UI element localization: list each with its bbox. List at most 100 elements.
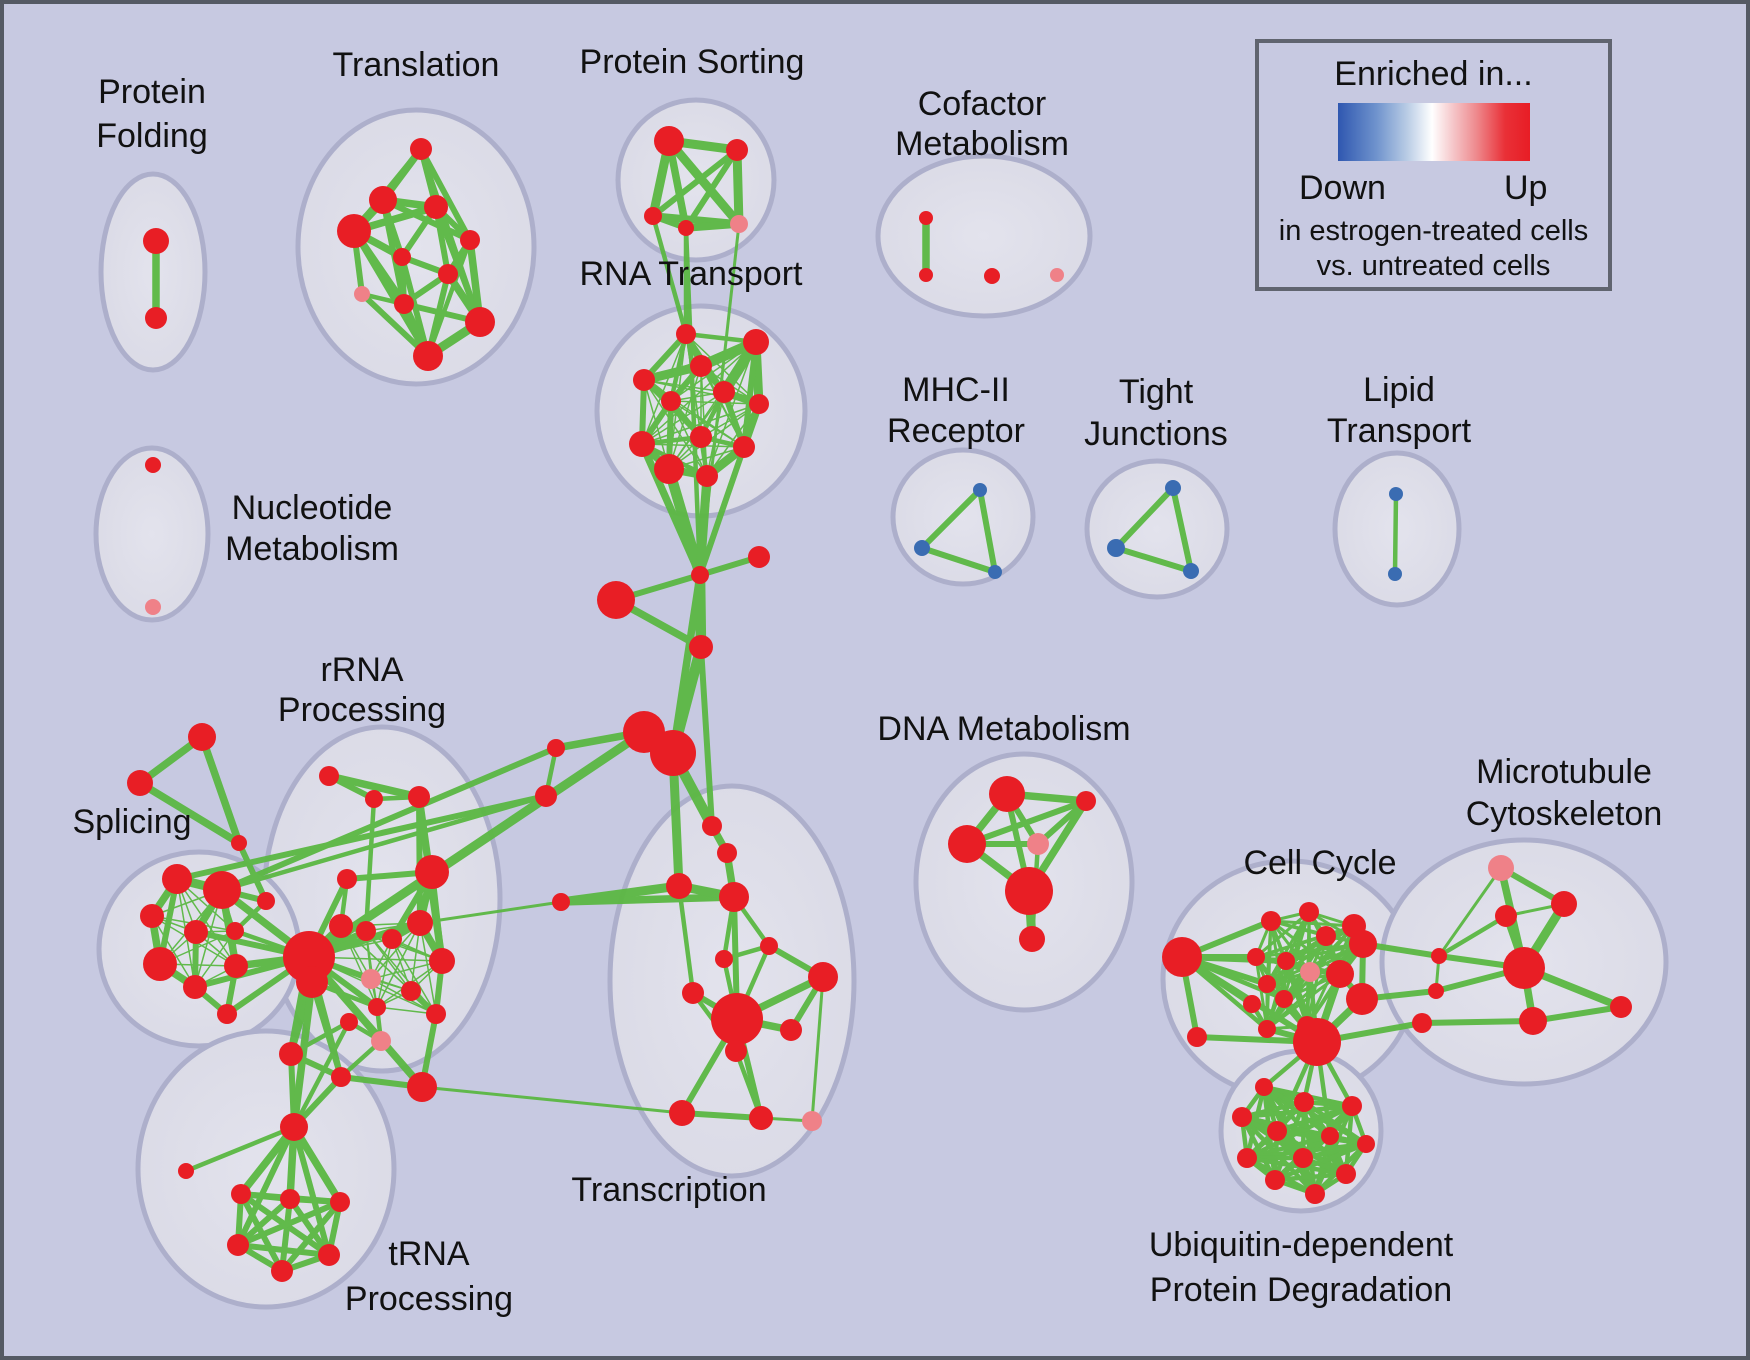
node-rrt2	[365, 790, 383, 808]
cluster-label-nucleotide-metabolism: Nucleotide Metabolism	[225, 489, 399, 568]
node-cm2	[919, 268, 933, 282]
node-tc6	[715, 950, 733, 968]
cluster-labels: Protein Folding Translation Protein Sorting…	[72, 43, 1662, 1318]
cluster-label-dna-metabolism: DNA Metabolism	[877, 710, 1130, 748]
node-rr7	[361, 969, 381, 989]
node-sp3	[140, 904, 164, 928]
node-ps5	[730, 215, 748, 233]
cluster-label-rrna-processing: rRNA Processing	[278, 651, 446, 729]
node-mid1	[689, 635, 713, 659]
node-tc14	[802, 1111, 822, 1131]
edge-rr5-rr10	[376, 938, 393, 1008]
node-tl7	[438, 264, 458, 284]
node-cc9	[1300, 962, 1320, 982]
edge-dm2-dm3	[964, 798, 1089, 847]
node-ps3	[644, 207, 662, 225]
node-cc8	[1277, 952, 1295, 970]
edge-cc2-cc5	[1269, 919, 1356, 928]
edge-tl1-tl5	[418, 146, 473, 243]
node-rt11	[654, 454, 684, 484]
node-tr4	[227, 1234, 249, 1256]
node-tc7	[808, 962, 838, 992]
node-tc13	[749, 1106, 773, 1130]
cluster-label-ubiquitin-degradation: Ubiquitin-dependent Protein Degradation	[1149, 1226, 1454, 1309]
node-sp2	[203, 871, 241, 909]
node-cc18	[1346, 983, 1378, 1015]
node-rr2	[415, 855, 449, 889]
cluster-label-splicing: Splicing	[72, 803, 191, 841]
node-nm1	[145, 457, 161, 473]
node-lt1	[1389, 487, 1403, 501]
node-tc3	[666, 873, 692, 899]
legend-caption-line1: in estrogen-treated cells	[1278, 215, 1589, 247]
edge-rr17-rrh	[305, 953, 426, 1091]
node-rt10	[733, 436, 755, 458]
node-hub1	[691, 566, 709, 584]
legend-down-label: Down	[1299, 169, 1386, 207]
edge-tr2-tr4	[235, 1196, 293, 1248]
node-lc2	[535, 785, 557, 807]
edge-rr4-rr10	[365, 930, 378, 1008]
node-tl5	[460, 230, 480, 250]
node-trh	[280, 1113, 308, 1141]
legend-gradient-bar	[1338, 103, 1530, 161]
node-cc10	[1326, 960, 1354, 988]
node-ub12	[1305, 1184, 1325, 1204]
node-cc6	[1349, 930, 1377, 958]
node-rr8	[429, 948, 455, 974]
edge-tj1-tj2	[1113, 485, 1176, 551]
node-mt1	[1488, 855, 1514, 881]
edge-tl3-tl10	[433, 204, 483, 325]
cluster-label-cofactor-metabolism: Cofactor Metabolism	[895, 85, 1069, 163]
cluster-label-lipid-transport: Lipid Transport	[1327, 371, 1472, 450]
node-tj1	[1165, 480, 1181, 496]
node-cm3	[984, 268, 1000, 284]
edge-tj2-tj3	[1113, 545, 1194, 574]
node-rrt3	[408, 786, 430, 808]
edge-mt3-mtc1	[1436, 913, 1509, 959]
edge-tc3-tc8	[676, 883, 696, 996]
node-rt1	[676, 324, 696, 344]
edge-mh1-mh3	[977, 487, 998, 575]
cluster-label-trna-processing: tRNA Processing	[345, 1235, 513, 1318]
node-tc4	[719, 882, 749, 912]
node-mtc1	[1431, 948, 1447, 964]
edge-rt2-rt10	[741, 339, 759, 450]
node-tc1	[702, 816, 722, 836]
node-big1	[597, 581, 635, 619]
edge-ps2-ps5	[732, 145, 744, 229]
node-tl1	[410, 138, 432, 160]
edge-rr6-rr13	[419, 922, 437, 1015]
node-cc13	[1243, 995, 1261, 1013]
node-rr16	[331, 1067, 351, 1087]
node-rr6	[407, 910, 433, 936]
edge-ps2-ps4	[683, 147, 740, 231]
edge-tri1-tri3	[198, 733, 243, 847]
node-tl4	[337, 214, 371, 248]
node-lt2	[1388, 567, 1402, 581]
node-sp9	[224, 954, 248, 978]
node-cc1	[1162, 937, 1202, 977]
cluster-ellipse-nucleotide-metabolism	[93, 445, 211, 623]
node-tl8	[354, 286, 370, 302]
edge-mh2-mh3	[919, 545, 998, 575]
node-pf2	[145, 307, 167, 329]
node-tc2	[717, 843, 737, 863]
node-sp10	[217, 1004, 237, 1024]
node-tri3	[231, 835, 247, 851]
node-rt9	[629, 431, 655, 457]
node-cm1	[919, 211, 933, 225]
node-mt2	[1551, 891, 1577, 917]
edge-rr16-rrh2	[309, 979, 344, 1080]
node-tl6	[393, 248, 411, 266]
node-sat1	[748, 546, 770, 568]
node-cc3	[1299, 902, 1319, 922]
edge-tri2-tri3	[136, 779, 243, 847]
cluster-label-tight-junctions: Tight Junctions	[1084, 373, 1228, 453]
node-tc5	[760, 937, 778, 955]
node-rt8	[690, 426, 712, 448]
edge-tr2-tr6	[279, 1196, 293, 1274]
cluster-label-mhc-ii-receptor: MHC-II Receptor	[887, 371, 1025, 450]
node-lc1	[547, 739, 565, 757]
edge-rrh2-trh	[290, 978, 316, 1131]
